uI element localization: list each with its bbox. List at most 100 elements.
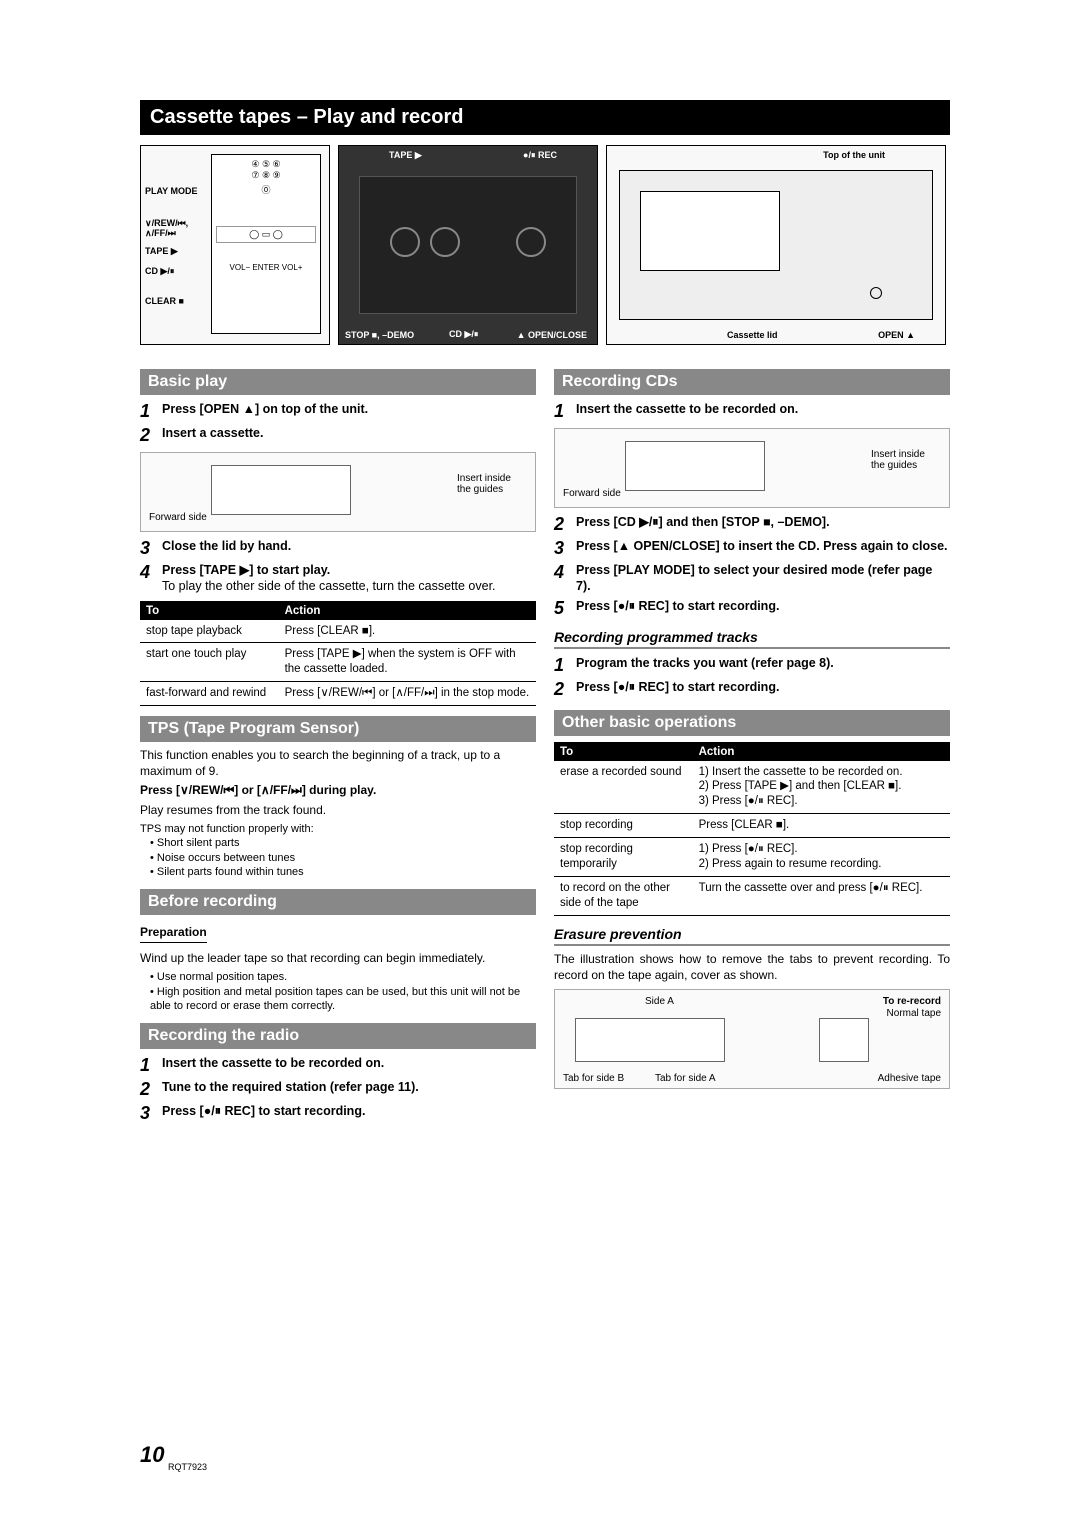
remote-label: CLEAR ■ <box>145 296 184 306</box>
td: erase a recorded sound <box>554 761 693 814</box>
erasure-heading: Erasure prevention <box>554 926 950 946</box>
th: To <box>140 601 279 620</box>
td: fast-forward and rewind <box>140 682 279 706</box>
td: 1) Insert the cassette to be recorded on… <box>693 761 950 814</box>
before-desc: Wind up the leader tape so that recordin… <box>140 951 536 967</box>
illu-label: Insert inside the guides <box>457 473 527 495</box>
bullet: Silent parts found within tunes <box>150 865 536 879</box>
bullet: Use normal position tapes. <box>150 970 536 984</box>
step: 1Insert the cassette to be recorded on. <box>140 1055 536 1076</box>
step-num: 3 <box>140 1103 162 1124</box>
step: 1Program the tracks you want (refer page… <box>554 655 950 676</box>
cassette-insert-illustration: Forward side Insert inside the guides <box>140 452 536 532</box>
illu-label: Tab for side B <box>563 1073 624 1084</box>
unit-label: Top of the unit <box>823 150 885 160</box>
step-text: Insert a cassette. <box>162 425 263 446</box>
erasure-illustration: Side A Tab for side B Tab for side A To … <box>554 989 950 1089</box>
step-num: 5 <box>554 598 576 619</box>
step-num: 3 <box>140 538 162 559</box>
page-title: Cassette tapes – Play and record <box>140 100 950 135</box>
prog-heading: Recording programmed tracks <box>554 629 950 649</box>
step: 1Press [OPEN ▲] on top of the unit. <box>140 401 536 422</box>
td: Press [CLEAR ■]. <box>693 814 950 838</box>
step: 4Press [TAPE ▶] to start play.To play th… <box>140 562 536 595</box>
step-text: Close the lid by hand. <box>162 538 291 559</box>
step-text: Press [CD ▶/⏸] and then [STOP ■, –DEMO]. <box>576 514 830 535</box>
radio-heading: Recording the radio <box>140 1023 536 1049</box>
illu-label: Normal tape <box>887 1008 941 1019</box>
td: stop recording temporarily <box>554 838 693 877</box>
tps-desc: This function enables you to search the … <box>140 748 536 779</box>
right-column: Recording CDs 1Insert the cassette to be… <box>554 359 950 1127</box>
preparation-label: Preparation <box>140 925 207 943</box>
illu-label: To re-record <box>883 996 941 1007</box>
unit-label: Cassette lid <box>727 330 778 340</box>
remote-label: PLAY MODE <box>145 186 198 196</box>
step-num: 1 <box>554 401 576 422</box>
step: 3Close the lid by hand. <box>140 538 536 559</box>
content-columns: Basic play 1Press [OPEN ▲] on top of the… <box>140 359 950 1127</box>
unit-diagram: Top of the unit OPEN ▲ Cassette lid OPEN… <box>606 145 946 345</box>
center-label: TAPE ▶ <box>389 150 422 161</box>
diagram-row: PLAY MODE ∨/REW/⏮, ∧/FF/⏭ TAPE ▶ CD ▶/⏸ … <box>140 145 950 345</box>
remote-label: CD ▶/⏸ <box>145 266 174 277</box>
center-diagram: TAPE ▶ ●/⏸ REC STOP ■, –DEMO CD ▶/⏸ ▲ OP… <box>338 145 598 345</box>
step-text: Press [OPEN ▲] on top of the unit. <box>162 401 368 422</box>
td: stop tape playback <box>140 620 279 643</box>
step-num: 2 <box>554 679 576 700</box>
step-num: 2 <box>140 1079 162 1100</box>
before-bullets: Use normal position tapes. High position… <box>140 970 536 1013</box>
center-label: STOP ■, –DEMO <box>345 330 414 340</box>
step: 4Press [PLAY MODE] to select your desire… <box>554 562 950 595</box>
basic-play-heading: Basic play <box>140 369 536 395</box>
step-text: Press [●/⏸ REC] to start recording. <box>576 598 779 619</box>
illu-label: Forward side <box>563 488 621 499</box>
basic-play-table: ToAction stop tape playbackPress [CLEAR … <box>140 601 536 707</box>
illu-label: Tab for side A <box>655 1073 716 1084</box>
step-text: Press [TAPE ▶] to start play.To play the… <box>162 562 496 595</box>
cds-heading: Recording CDs <box>554 369 950 395</box>
other-heading: Other basic operations <box>554 710 950 736</box>
illu-label: Insert inside the guides <box>871 449 941 471</box>
remote-label: TAPE ▶ <box>145 246 178 257</box>
td: Press [TAPE ▶] when the system is OFF wi… <box>279 643 536 682</box>
step-text: Program the tracks you want (refer page … <box>576 655 834 676</box>
center-label: ▲ OPEN/CLOSE <box>517 330 587 340</box>
cassette-insert-illustration: Forward side Insert inside the guides <box>554 428 950 508</box>
erasure-desc: The illustration shows how to remove the… <box>554 952 950 983</box>
step: 2Tune to the required station (refer pag… <box>140 1079 536 1100</box>
center-label: CD ▶/⏸ <box>449 329 478 340</box>
step-num: 2 <box>554 514 576 535</box>
step-num: 4 <box>554 562 576 595</box>
stereo-face <box>359 176 577 314</box>
step-text: Press [PLAY MODE] to select your desired… <box>576 562 950 595</box>
td: 1) Press [●/⏸ REC]. 2) Press again to re… <box>693 838 950 877</box>
step-text: Press [▲ OPEN/CLOSE] to insert the CD. P… <box>576 538 948 559</box>
other-table: ToAction erase a recorded sound1) Insert… <box>554 742 950 917</box>
illu-label: Forward side <box>149 512 207 523</box>
step-num: 2 <box>140 425 162 446</box>
td: Turn the cassette over and press [●/⏸ RE… <box>693 877 950 916</box>
left-column: Basic play 1Press [OPEN ▲] on top of the… <box>140 359 536 1127</box>
remote-diagram: PLAY MODE ∨/REW/⏮, ∧/FF/⏭ TAPE ▶ CD ▶/⏸ … <box>140 145 330 345</box>
step: 2Insert a cassette. <box>140 425 536 446</box>
th: To <box>554 742 693 761</box>
tps-bullets: Short silent parts Noise occurs between … <box>140 836 536 879</box>
bullet: Short silent parts <box>150 836 536 850</box>
center-label: ●/⏸ REC <box>523 150 557 161</box>
unit-label: OPEN ▲ <box>878 330 915 340</box>
step-num: 4 <box>140 562 162 595</box>
step: 2Press [●/⏸ REC] to start recording. <box>554 679 950 700</box>
td: Press [∨/REW/⏮] or [∧/FF/⏭] in the stop … <box>279 682 536 706</box>
page-code: RQT7923 <box>168 1462 207 1472</box>
bullet: High position and metal position tapes c… <box>150 985 536 1014</box>
illu-label: Side A <box>645 996 674 1007</box>
step: 3Press [▲ OPEN/CLOSE] to insert the CD. … <box>554 538 950 559</box>
td: to record on the other side of the tape <box>554 877 693 916</box>
step-text: Insert the cassette to be recorded on. <box>576 401 798 422</box>
page-number: 10 <box>140 1442 164 1468</box>
step-num: 1 <box>140 401 162 422</box>
unit-top-view <box>619 170 933 320</box>
td: Press [CLEAR ■]. <box>279 620 536 643</box>
step: 5Press [●/⏸ REC] to start recording. <box>554 598 950 619</box>
